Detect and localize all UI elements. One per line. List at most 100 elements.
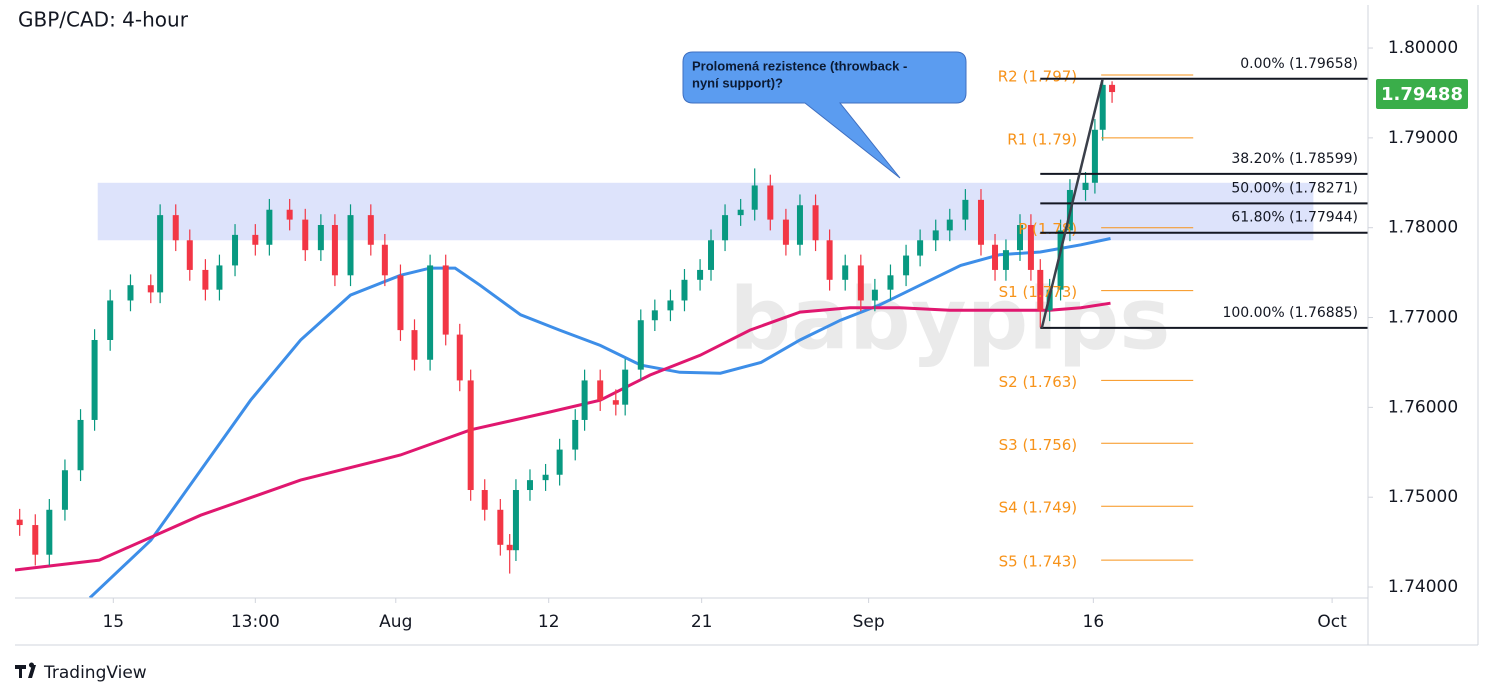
candle-body <box>512 490 519 551</box>
candle-body <box>1099 84 1106 130</box>
x-tick-label: Aug <box>379 612 412 632</box>
fib-label: 100.00% (1.76885) <box>1222 305 1358 321</box>
candle-body <box>556 449 563 475</box>
candle-body <box>622 369 629 405</box>
candle-body <box>186 240 193 270</box>
y-tick-label: 1.77000 <box>1388 308 1458 328</box>
resistance-zone <box>97 182 1314 241</box>
candle-body <box>597 380 604 401</box>
candle-body <box>977 199 984 245</box>
candle-body <box>887 275 894 290</box>
candle-body <box>697 269 704 280</box>
candle-body <box>992 244 999 270</box>
candle-body <box>681 279 688 301</box>
candle-body <box>581 380 588 420</box>
candle-body <box>381 244 388 276</box>
candle-body <box>612 400 619 405</box>
candle-body <box>708 240 715 270</box>
candle-body <box>202 269 209 290</box>
candle-body <box>157 215 164 293</box>
x-tick-label: 15 <box>102 612 124 632</box>
x-tick-label: Sep <box>853 612 885 632</box>
candle-body <box>1016 225 1023 251</box>
candle-body <box>91 339 98 420</box>
candle-body <box>317 225 324 251</box>
candle-body <box>456 334 463 381</box>
candle-body <box>903 255 910 276</box>
candle-body <box>917 240 924 256</box>
candle-body <box>526 480 533 491</box>
pivot-label: S5 (1.743) <box>999 553 1077 571</box>
x-tick-label: 21 <box>691 612 713 632</box>
candle-body <box>467 380 474 491</box>
fib-label: 38.20% (1.78599) <box>1231 151 1358 167</box>
pivot-label: S2 (1.763) <box>999 373 1077 391</box>
pivot-label: R1 (1.79) <box>1007 130 1077 148</box>
callout: Prolomená rezistence (throwback - nyní su… <box>682 51 967 179</box>
moving-average <box>15 301 1111 572</box>
candle-body <box>46 509 53 555</box>
pivot-label: S4 (1.749) <box>999 499 1077 517</box>
candle-body <box>722 215 729 241</box>
candle-body <box>506 544 513 551</box>
last-price-label: 1.79488 <box>1381 84 1463 105</box>
candle-body <box>871 289 878 301</box>
moving-average <box>88 237 1111 598</box>
candle-body <box>367 215 374 245</box>
y-tick-label: 1.75000 <box>1388 487 1458 507</box>
pivot-label: S3 (1.756) <box>999 436 1077 454</box>
candle-body <box>286 209 293 220</box>
y-tick-label: 1.74000 <box>1388 577 1458 597</box>
last-price-tag <box>1376 79 1468 110</box>
x-tick-label: 12 <box>538 612 560 632</box>
pivot-label: R2 (1.797) <box>998 67 1077 85</box>
candle-body <box>411 330 418 360</box>
callout-bubble <box>682 51 967 179</box>
candle-body <box>32 525 39 555</box>
candle-body <box>331 225 338 276</box>
x-tick-label: 13:00 <box>231 612 280 632</box>
y-tick-label: 1.80000 <box>1388 38 1458 58</box>
candle-body <box>1091 129 1098 183</box>
y-tick-label: 1.76000 <box>1388 397 1458 417</box>
fib-label: 61.80% (1.77944) <box>1231 210 1358 226</box>
candle-body <box>481 490 488 510</box>
y-tick-label: 1.78000 <box>1388 218 1458 238</box>
candle-body <box>737 209 744 216</box>
candle-body <box>147 285 154 293</box>
x-tick-label: Oct <box>1317 612 1347 632</box>
candle-body <box>826 240 833 280</box>
candle-body <box>667 300 674 311</box>
candle-body <box>637 320 644 370</box>
candle-body <box>572 419 579 450</box>
fib-label: 50.00% (1.78271) <box>1231 180 1358 196</box>
fib-label: 0.00% (1.79658) <box>1240 56 1358 72</box>
candle-body <box>962 199 969 220</box>
brand-logo: TradingView <box>15 662 147 683</box>
candle-body <box>347 215 354 276</box>
trend-line <box>1040 78 1104 329</box>
candle-body <box>842 265 849 280</box>
candle-body <box>1057 230 1064 290</box>
candle-body <box>61 470 68 510</box>
candle-body <box>782 219 789 245</box>
chart-title: GBP/CAD: 4-hour <box>18 8 189 32</box>
candle-body <box>796 205 803 245</box>
candle-body <box>397 275 404 331</box>
candle-body <box>216 265 223 290</box>
candle-body <box>302 219 309 251</box>
y-tick-label: 1.79000 <box>1388 128 1458 148</box>
x-tick-label: 16 <box>1083 612 1105 632</box>
watermark: babypips <box>729 269 1170 369</box>
callout-text: Prolomená rezistence (throwback - <box>692 58 907 73</box>
candle-body <box>812 205 819 241</box>
candle-body <box>651 310 658 321</box>
candle-body <box>1037 269 1044 311</box>
candle-body <box>1027 225 1034 270</box>
callout-text: nyní support)? <box>692 75 783 90</box>
candle-body <box>232 234 239 266</box>
candle-body <box>127 285 134 301</box>
